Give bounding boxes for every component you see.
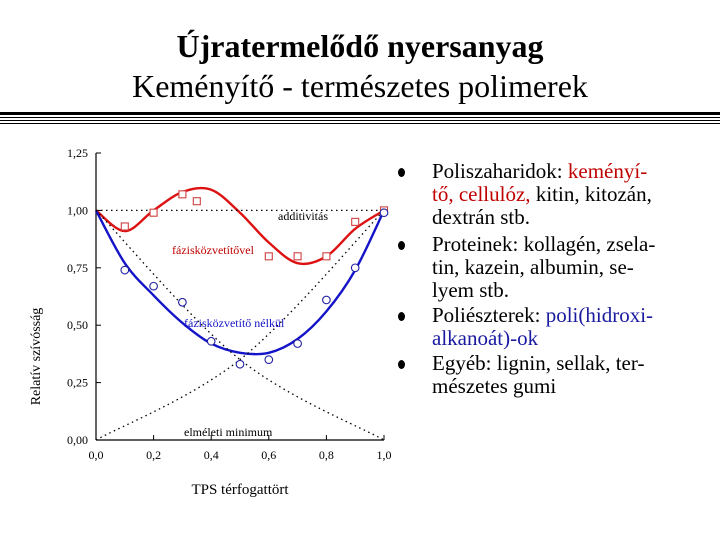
title-divider-3: [0, 123, 720, 124]
circle-data-point: [235, 359, 245, 369]
annotation-with-compatibilizer: fázisközvetítővel: [172, 243, 255, 257]
theoretical-min-curve: [95, 209, 385, 441]
bullet-text: dextrán stb.: [432, 205, 530, 229]
y-axis-label: Relatív szívósság: [29, 308, 44, 406]
bullet-text: Egyéb: lignin, sellak, ter-: [432, 351, 645, 375]
y-tick-label: 1,25: [67, 146, 88, 160]
bullet-text: alkanoát)-ok: [432, 326, 539, 350]
bullet-text: lyem stb.: [432, 278, 509, 302]
y-tick-label: 0,75: [67, 261, 88, 275]
curve-with-compatibilizer: [95, 186, 385, 266]
x-axis-label: TPS térfogattört: [191, 482, 289, 498]
circle-data-point: [379, 208, 389, 218]
square-data-point: [120, 222, 129, 231]
bullet-text: tin, kazein, albumin, se-: [432, 255, 634, 279]
square-data-point: [322, 252, 331, 261]
title-divider-1: [0, 117, 720, 118]
bullet-dot-icon: [398, 360, 405, 369]
x-tick-label: 0,0: [89, 448, 104, 462]
bullet-text: poli(hidroxi-: [545, 303, 654, 327]
curve-without-compatibilizer: [94, 209, 386, 356]
annotation-without-compatibilizer: fázisközvetítő nélkül: [184, 316, 285, 330]
square-data-point: [149, 208, 158, 217]
circle-data-point: [178, 297, 187, 307]
bullet-item: Egyéb: lignin, sellak, ter-mészetes gumi: [396, 352, 716, 398]
square-data-point: [351, 217, 360, 226]
title-divider-thick: [0, 112, 720, 115]
square-data-point: [192, 197, 201, 206]
circle-data-point: [206, 336, 216, 346]
x-tick-label: 0,2: [146, 448, 161, 462]
annotation-additivity: additivitás: [278, 209, 328, 223]
square-data-point: [293, 252, 302, 261]
slide-subtitle: Keményítő - természetes polimerek: [132, 68, 588, 104]
bullet-list: Poliszaharidok: keményí-tő, cellulóz, ki…: [396, 160, 716, 398]
circle-data-point: [120, 265, 130, 275]
x-tick-label: 0,6: [261, 448, 276, 462]
theoretical-min-curve: [95, 209, 385, 441]
y-tick-label: 0,25: [67, 376, 88, 390]
toughness-chart: 0,00 0,25 0,50 0,75 1,00 1,25 0,0 0,2 0,4 0,6 0,8 1…: [29, 146, 392, 498]
bullet-dot-icon: [398, 168, 405, 177]
circle-data-point: [293, 339, 302, 348]
slide-title: Újratermelődő nyersanyag: [176, 28, 544, 64]
y-tick-label: 0,50: [67, 318, 88, 332]
square-data-point: [264, 252, 273, 261]
bullet-item: Proteinek: kollagén, zsela-tin, kazein, …: [396, 233, 716, 302]
circle-data-point: [322, 295, 331, 305]
bullet-text: Proteinek: kollagén, zsela-: [432, 232, 656, 256]
bullet-dot-icon: [398, 241, 405, 250]
y-tick-label: 0,00: [67, 433, 88, 447]
bullet-dot-icon: [398, 312, 405, 321]
y-tick-label: 1,00: [67, 203, 88, 217]
circle-data-point: [264, 355, 274, 364]
annotation-theoretical-minimum: elméleti minimum: [184, 425, 273, 439]
bullet-text: Poliszaharidok:: [432, 159, 568, 183]
circle-data-point: [149, 281, 158, 291]
bullet-item: Poliészterek: poli(hidroxi-alkanoát)-ok: [396, 304, 716, 350]
bullet-text: kitin, kitozán,: [530, 182, 652, 206]
x-tick-label: 1,0: [377, 448, 392, 462]
bullet-text: Poliészterek:: [432, 303, 546, 327]
x-tick-label: 0,8: [319, 448, 334, 462]
x-tick-label: 0,4: [204, 448, 219, 462]
bullet-text: tő, cellulóz,: [432, 182, 531, 206]
bullet-item: Poliszaharidok: keményí-tő, cellulóz, ki…: [396, 160, 716, 229]
circle-data-point: [350, 263, 360, 273]
title-divider-2: [0, 120, 720, 121]
bullet-text: keményí-: [567, 159, 648, 183]
square-data-point: [178, 190, 187, 199]
bullet-text: mészetes gumi: [432, 374, 557, 398]
